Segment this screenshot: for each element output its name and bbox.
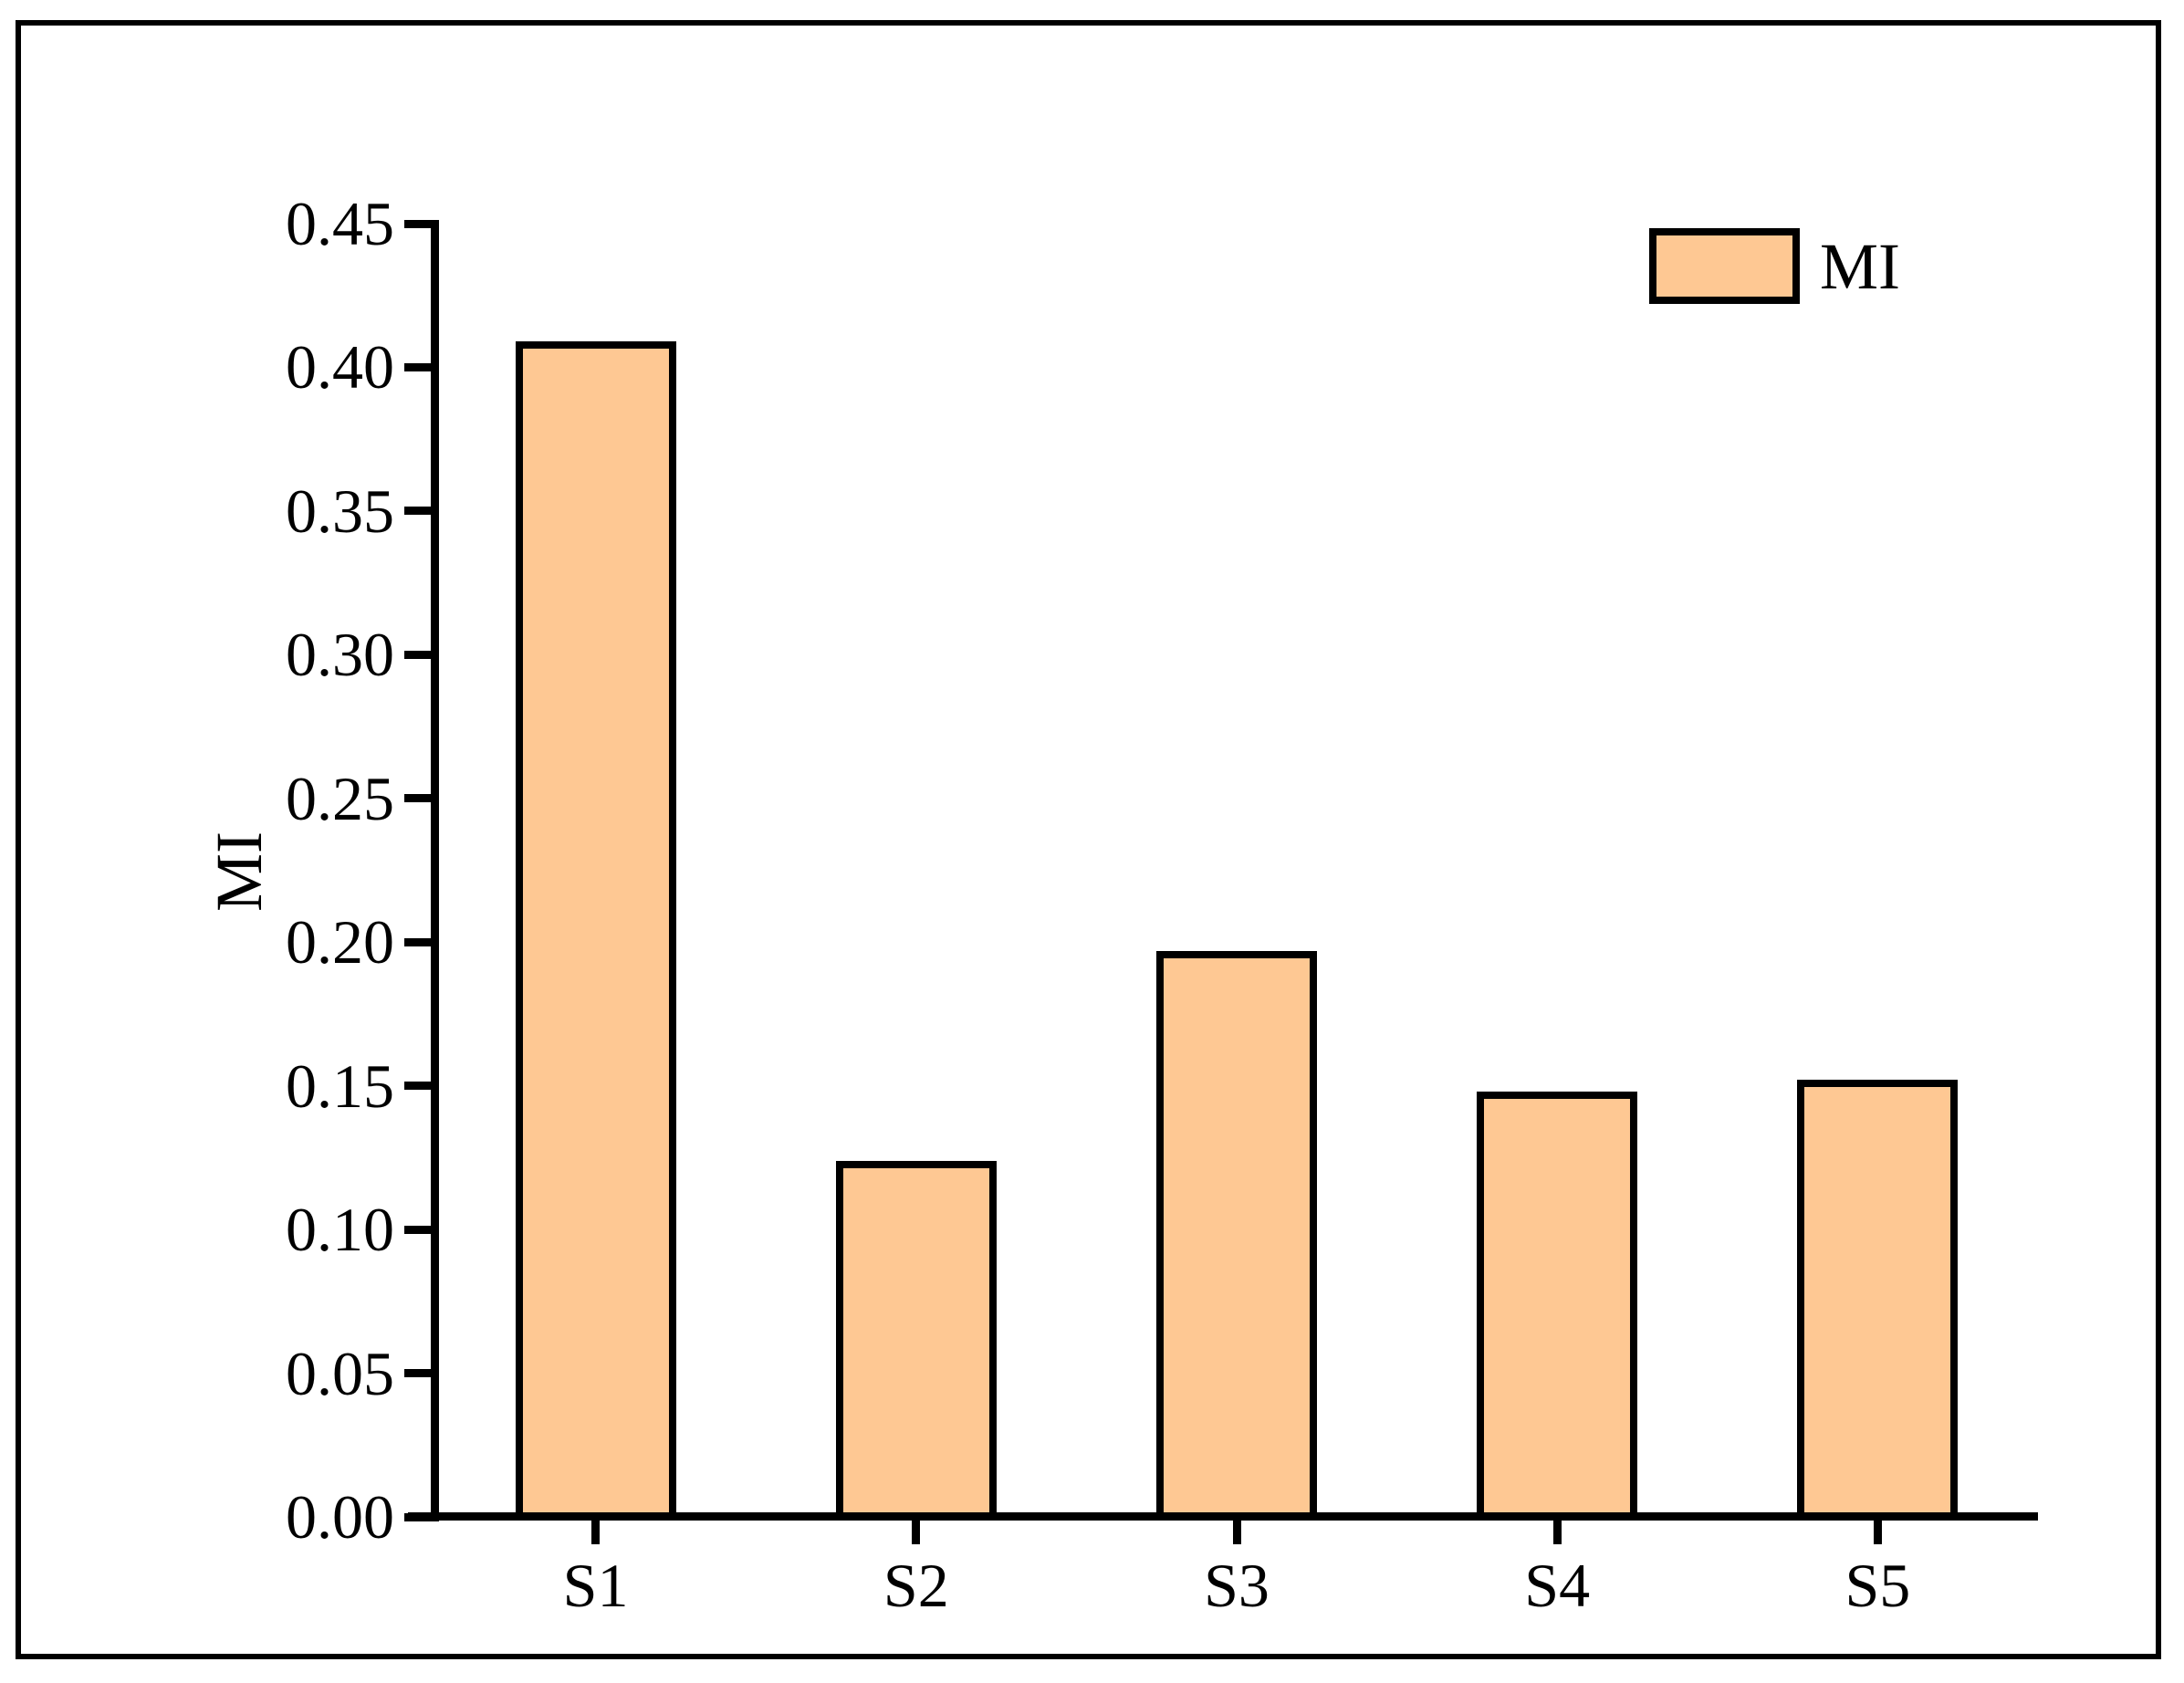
x-tick-label: S2 <box>883 1551 949 1620</box>
y-tick-mark <box>404 362 435 371</box>
y-axis-line <box>431 220 439 1521</box>
y-tick-label: 0.40 <box>286 332 394 402</box>
bar-s2 <box>835 1160 997 1521</box>
x-axis-line <box>408 1512 2038 1521</box>
x-tick-mark <box>1552 1517 1562 1544</box>
legend-swatch-mi <box>1649 228 1800 304</box>
bar-s5 <box>1797 1080 1959 1521</box>
y-tick-label: 0.25 <box>286 763 394 833</box>
y-tick-mark <box>404 219 435 228</box>
y-tick-mark <box>404 507 435 516</box>
y-tick-mark <box>404 1082 435 1091</box>
y-tick-mark <box>404 650 435 659</box>
y-tick-label: 0.35 <box>286 476 394 546</box>
legend: MI <box>1649 228 1900 304</box>
y-tick-label: 0.15 <box>286 1051 394 1121</box>
y-axis-title: MI <box>203 831 276 912</box>
y-tick-label: 0.00 <box>286 1482 394 1552</box>
x-tick-mark <box>1232 1517 1241 1544</box>
legend-label-mi: MI <box>1820 229 1900 303</box>
y-tick-mark <box>404 794 435 803</box>
bar-s4 <box>1477 1091 1638 1521</box>
x-tick-label: S1 <box>562 1551 629 1620</box>
x-tick-mark <box>912 1517 921 1544</box>
y-tick-label: 0.20 <box>286 907 394 977</box>
y-tick-label: 0.30 <box>286 620 394 690</box>
y-tick-label: 0.45 <box>286 189 394 258</box>
x-tick-label: S5 <box>1844 1551 1911 1620</box>
bar-s3 <box>1156 950 1317 1521</box>
figure-border <box>16 20 2161 1659</box>
y-tick-mark <box>404 1369 435 1378</box>
x-tick-label: S4 <box>1524 1551 1591 1620</box>
y-tick-mark <box>404 1512 435 1521</box>
y-tick-label: 0.10 <box>286 1195 394 1265</box>
x-tick-mark <box>1873 1517 1882 1544</box>
y-tick-label: 0.05 <box>286 1338 394 1408</box>
y-tick-mark <box>404 1225 435 1234</box>
x-tick-label: S3 <box>1204 1551 1270 1620</box>
bar-s1 <box>515 341 676 1521</box>
y-tick-mark <box>404 937 435 946</box>
x-tick-mark <box>591 1517 601 1544</box>
